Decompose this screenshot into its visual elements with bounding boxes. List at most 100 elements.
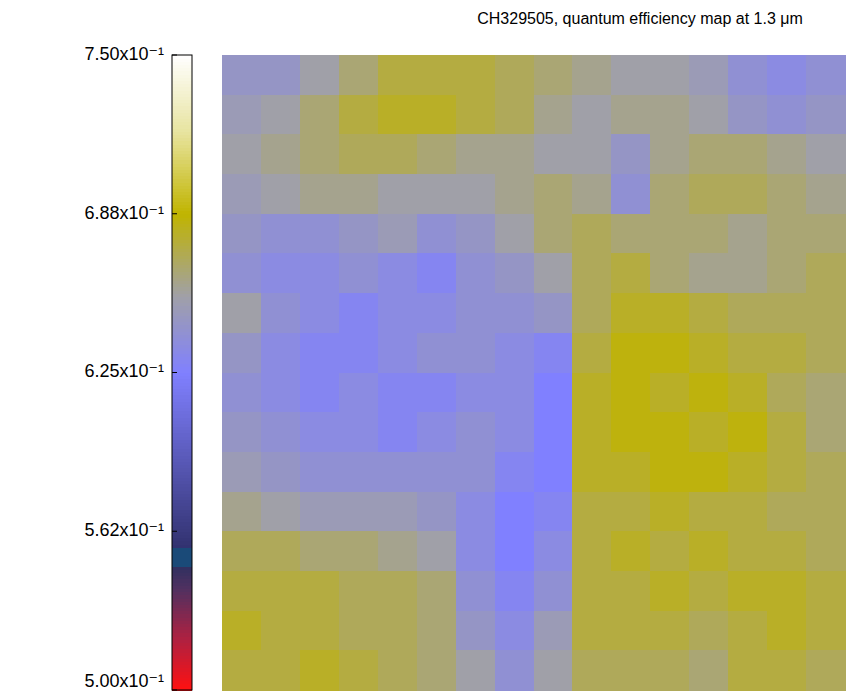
cell: [572, 611, 611, 651]
cell: [495, 650, 534, 690]
cell: [572, 253, 611, 293]
cell: [689, 214, 728, 254]
cell: [534, 253, 573, 293]
cell: [222, 95, 261, 135]
cell: [611, 134, 650, 174]
cell: [261, 373, 300, 413]
cell: [689, 293, 728, 333]
cell: [767, 333, 806, 373]
cell: [572, 412, 611, 452]
cell: [456, 134, 495, 174]
cell: [222, 412, 261, 452]
cell: [767, 293, 806, 333]
cell: [300, 95, 339, 135]
cell: [806, 95, 845, 135]
cell: [728, 333, 767, 373]
cell: [534, 452, 573, 492]
cell: [650, 531, 689, 571]
cell: [417, 333, 456, 373]
cell: [456, 174, 495, 214]
colorbar-tick: [172, 690, 177, 691]
cell: [222, 333, 261, 373]
cell: [806, 492, 845, 532]
cell: [222, 452, 261, 492]
cell: [456, 55, 495, 95]
cell: [417, 214, 456, 254]
cell: [767, 531, 806, 571]
cell: [495, 571, 534, 611]
cell: [611, 293, 650, 333]
cell: [495, 452, 534, 492]
cell: [300, 174, 339, 214]
cell: [495, 293, 534, 333]
cell: [456, 571, 495, 611]
cell: [456, 452, 495, 492]
cell: [534, 95, 573, 135]
cell: [534, 174, 573, 214]
cell: [495, 333, 534, 373]
cell: [222, 253, 261, 293]
cell: [728, 95, 767, 135]
cell: [767, 412, 806, 452]
colorbar: [172, 55, 192, 691]
cell: [728, 214, 767, 254]
cell: [572, 571, 611, 611]
cell: [495, 174, 534, 214]
cell: [534, 214, 573, 254]
cell: [495, 55, 534, 95]
cell: [417, 293, 456, 333]
cell: [806, 452, 845, 492]
cell: [689, 452, 728, 492]
cell: [300, 214, 339, 254]
cell: [572, 333, 611, 373]
cell: [806, 55, 845, 95]
cell: [611, 571, 650, 611]
cell: [495, 134, 534, 174]
cell: [689, 571, 728, 611]
cell: [611, 55, 650, 95]
cell: [689, 373, 728, 413]
cell: [611, 611, 650, 651]
cell: [572, 531, 611, 571]
cell: [767, 492, 806, 532]
cell: [378, 214, 417, 254]
cell: [300, 452, 339, 492]
cell: [378, 571, 417, 611]
cell: [650, 333, 689, 373]
colorbar-frame: [172, 55, 192, 690]
cell: [572, 373, 611, 413]
cell: [767, 134, 806, 174]
cell: [378, 531, 417, 571]
cell: [222, 611, 261, 651]
cell: [650, 214, 689, 254]
cell: [728, 492, 767, 532]
cell: [689, 95, 728, 135]
cell: [222, 571, 261, 611]
cell: [572, 492, 611, 532]
cell: [300, 333, 339, 373]
cell: [495, 373, 534, 413]
cell: [378, 95, 417, 135]
cell: [417, 452, 456, 492]
cell: [534, 492, 573, 532]
cell: [689, 611, 728, 651]
cell: [806, 253, 845, 293]
cell: [495, 412, 534, 452]
cell: [495, 531, 534, 571]
cell: [339, 293, 378, 333]
cell: [339, 134, 378, 174]
cell: [261, 174, 300, 214]
cell: [417, 134, 456, 174]
cell: [767, 55, 806, 95]
cell: [339, 611, 378, 651]
cell: [611, 253, 650, 293]
cell: [261, 333, 300, 373]
cell: [767, 214, 806, 254]
cell: [456, 531, 495, 571]
cell: [339, 412, 378, 452]
colorbar-tick: [172, 372, 177, 373]
cell: [417, 55, 456, 95]
cell: [456, 412, 495, 452]
cell: [339, 95, 378, 135]
cell: [339, 333, 378, 373]
